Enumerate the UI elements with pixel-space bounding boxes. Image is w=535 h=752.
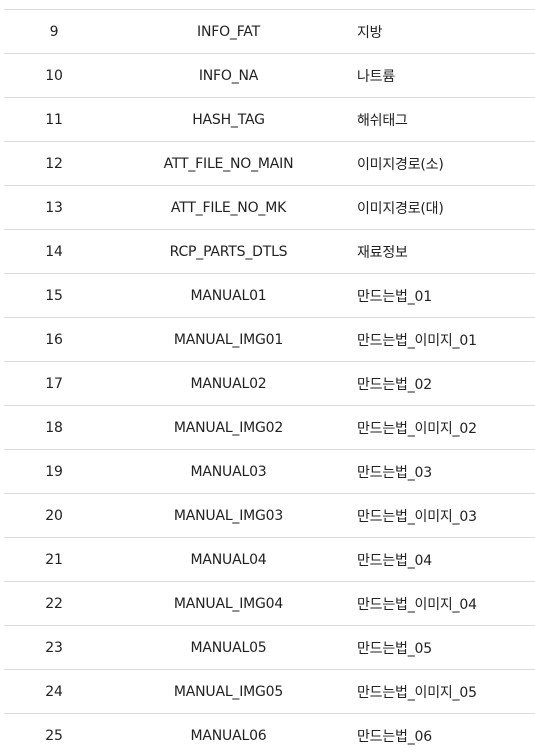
table-row: 22 MANUAL_IMG04 만드는법_이미지_04 bbox=[4, 582, 535, 626]
column-description: 지방 bbox=[357, 24, 383, 41]
table-row: 9 INFO_FAT 지방 bbox=[4, 10, 535, 54]
column-description: 만드는법_03 bbox=[357, 464, 432, 481]
row-number: 17 bbox=[45, 375, 63, 392]
column-name: ATT_FILE_NO_MAIN bbox=[163, 155, 294, 172]
column-name: HASH_TAG bbox=[192, 111, 265, 128]
table-row: 16 MANUAL_IMG01 만드는법_이미지_01 bbox=[4, 318, 535, 362]
table-row: 14 RCP_PARTS_DTLS 재료정보 bbox=[4, 230, 535, 274]
row-number: 12 bbox=[45, 155, 63, 172]
column-description: 만드는법_01 bbox=[357, 288, 432, 305]
column-name: MANUAL05 bbox=[190, 639, 267, 656]
column-description: 만드는법_이미지_02 bbox=[357, 420, 477, 437]
column-description: 만드는법_이미지_05 bbox=[357, 684, 477, 701]
column-description: 만드는법_이미지_04 bbox=[357, 596, 477, 613]
column-name: MANUAL03 bbox=[190, 463, 267, 480]
table-row: 23 MANUAL05 만드는법_05 bbox=[4, 626, 535, 670]
column-description: 만드는법_06 bbox=[357, 728, 432, 745]
row-number: 19 bbox=[45, 463, 63, 480]
column-description: 만드는법_이미지_03 bbox=[357, 508, 477, 525]
column-description: 나트륨 bbox=[357, 68, 396, 85]
row-number: 22 bbox=[45, 595, 63, 612]
column-description: 해쉬태그 bbox=[357, 112, 408, 129]
table-row: 20 MANUAL_IMG03 만드는법_이미지_03 bbox=[4, 494, 535, 538]
column-description: 만드는법_04 bbox=[357, 552, 432, 569]
row-number: 18 bbox=[45, 419, 63, 436]
row-number: 9 bbox=[49, 23, 59, 40]
table-row: 25 MANUAL06 만드는법_06 bbox=[4, 714, 535, 752]
column-name: ATT_FILE_NO_MK bbox=[170, 199, 287, 216]
column-description: 만드는법_이미지_01 bbox=[357, 332, 477, 349]
column-name: MANUAL04 bbox=[190, 551, 267, 568]
table-row: 15 MANUAL01 만드는법_01 bbox=[4, 274, 535, 318]
column-description: 이미지경로(대) bbox=[357, 200, 444, 217]
row-number: 16 bbox=[45, 331, 63, 348]
table-row: 19 MANUAL03 만드는법_03 bbox=[4, 450, 535, 494]
table-row: 17 MANUAL02 만드는법_02 bbox=[4, 362, 535, 406]
table-row: 21 MANUAL04 만드는법_04 bbox=[4, 538, 535, 582]
column-name: MANUAL06 bbox=[190, 727, 267, 744]
column-name: INFO_FAT bbox=[197, 23, 260, 40]
column-description: 이미지경로(소) bbox=[357, 156, 444, 173]
column-name: RCP_PARTS_DTLS bbox=[169, 243, 288, 260]
column-description: 재료정보 bbox=[357, 244, 408, 261]
row-number: 25 bbox=[45, 727, 63, 744]
row-number: 21 bbox=[45, 551, 63, 568]
row-number: 13 bbox=[45, 199, 63, 216]
column-description: 만드는법_02 bbox=[357, 376, 432, 393]
column-name: MANUAL_IMG04 bbox=[173, 595, 284, 612]
row-number: 23 bbox=[45, 639, 63, 656]
table-row: 11 HASH_TAG 해쉬태그 bbox=[4, 98, 535, 142]
table-row: 24 MANUAL_IMG05 만드는법_이미지_05 bbox=[4, 670, 535, 714]
table-row: 12 ATT_FILE_NO_MAIN 이미지경로(소) bbox=[4, 142, 535, 186]
row-number: 11 bbox=[45, 111, 63, 128]
row-number: 15 bbox=[45, 287, 63, 304]
row-number: 14 bbox=[45, 243, 63, 260]
table-row: 18 MANUAL_IMG02 만드는법_이미지_02 bbox=[4, 406, 535, 450]
table-row: 13 ATT_FILE_NO_MK 이미지경로(대) bbox=[4, 186, 535, 230]
column-name: INFO_NA bbox=[198, 67, 259, 84]
row-number: 10 bbox=[45, 67, 63, 84]
column-name: MANUAL_IMG02 bbox=[173, 419, 284, 436]
table-top-border bbox=[4, 9, 535, 10]
row-number: 24 bbox=[45, 683, 63, 700]
column-name: MANUAL02 bbox=[190, 375, 267, 392]
column-description: 만드는법_05 bbox=[357, 640, 432, 657]
column-name: MANUAL_IMG03 bbox=[173, 507, 284, 524]
table-row: 10 INFO_NA 나트륨 bbox=[4, 54, 535, 98]
column-name: MANUAL01 bbox=[190, 287, 267, 304]
column-name: MANUAL_IMG01 bbox=[173, 331, 284, 348]
column-name: MANUAL_IMG05 bbox=[173, 683, 284, 700]
table-body: 9 INFO_FAT 지방 10 INFO_NA 나트륨 11 HASH_TAG… bbox=[4, 10, 535, 752]
row-number: 20 bbox=[45, 507, 63, 524]
